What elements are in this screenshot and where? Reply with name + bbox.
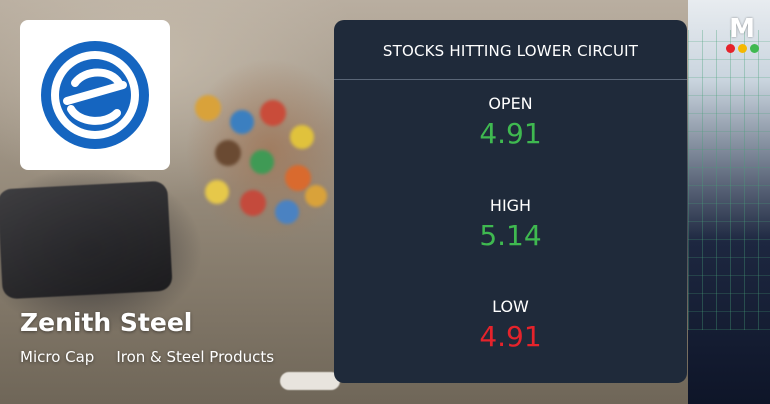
metric-low: LOW 4.91	[334, 297, 687, 353]
brand-dot-red	[725, 44, 735, 53]
metric-open: OPEN 4.91	[334, 94, 687, 150]
brand-dot-yellow	[737, 44, 747, 53]
metric-low-label: LOW	[492, 297, 529, 316]
market-cap-tag: Micro Cap	[20, 348, 95, 366]
metric-high-label: HIGH	[489, 196, 532, 215]
industry-tag: Iron & Steel Products	[116, 348, 275, 366]
price-card: STOCKS HITTING LOWER CIRCUIT OPEN 4.91 H…	[334, 20, 687, 383]
brand-letter: M	[729, 14, 755, 44]
zenith-e-logo-icon	[41, 41, 149, 149]
company-tags: Micro Cap Iron & Steel Products	[20, 348, 274, 366]
metric-low-value: 4.91	[479, 320, 542, 353]
brand-logo: M	[722, 14, 762, 54]
company-logo-tile	[20, 20, 170, 170]
background-phone	[0, 180, 173, 300]
background-monitor	[688, 0, 770, 404]
card-title: STOCKS HITTING LOWER CIRCUIT	[334, 20, 687, 80]
metric-open-value: 4.91	[479, 117, 542, 150]
brand-dots	[722, 44, 762, 53]
metric-open-label: OPEN	[488, 94, 533, 113]
metric-high: HIGH 5.14	[334, 196, 687, 252]
metric-high-value: 5.14	[479, 219, 542, 252]
brand-dot-green	[749, 44, 759, 53]
company-name: Zenith Steel	[20, 308, 193, 337]
